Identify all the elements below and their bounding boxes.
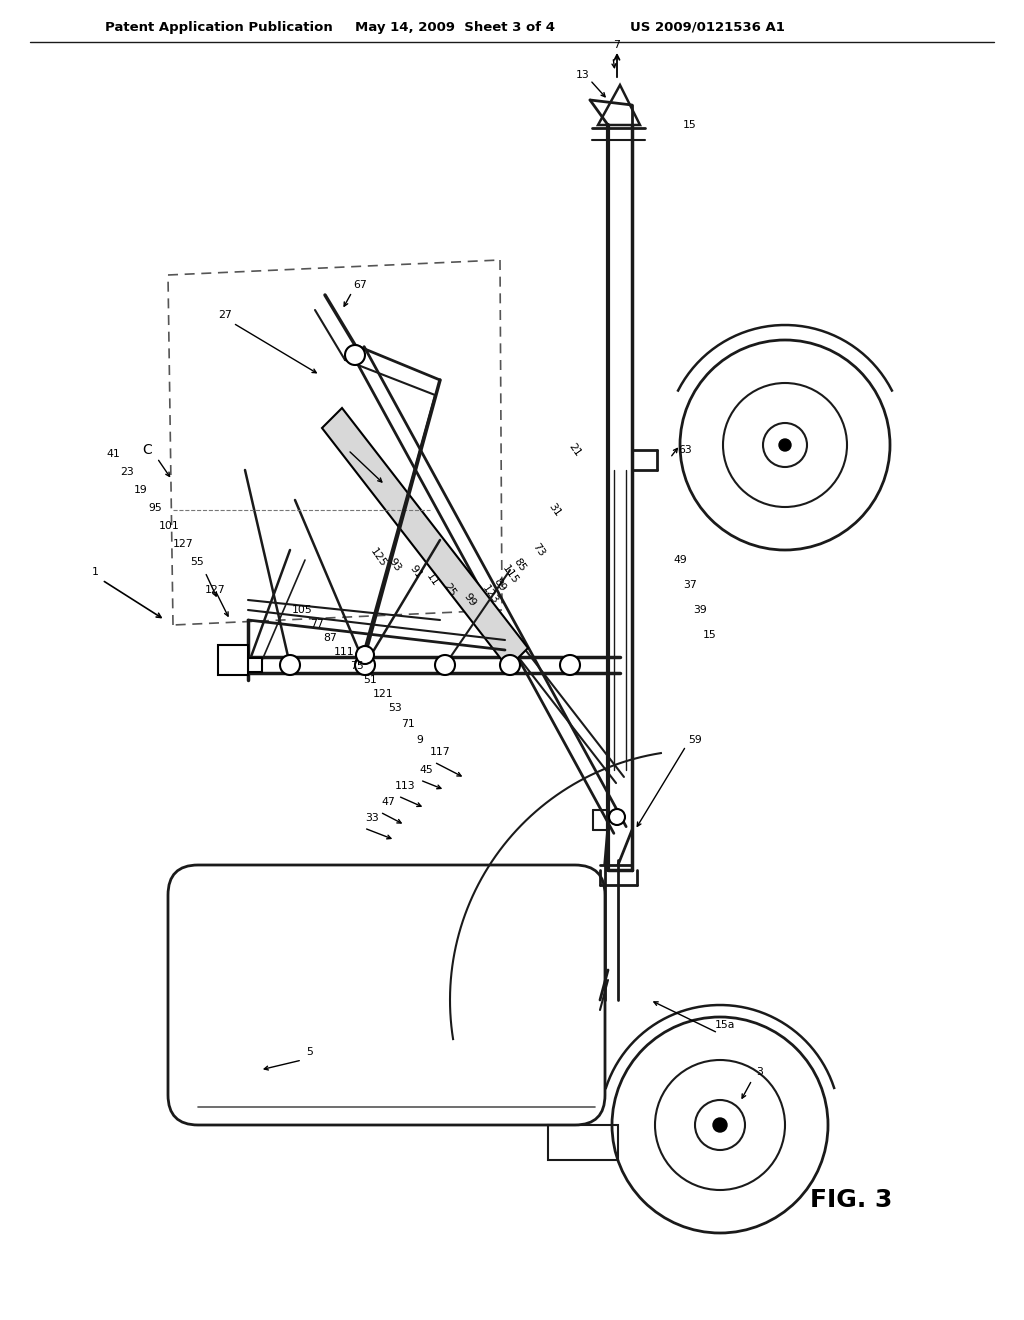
Text: 95: 95 [148,503,162,513]
Circle shape [435,655,455,675]
Circle shape [356,645,374,664]
Circle shape [345,345,365,366]
Text: 25: 25 [442,582,458,598]
Text: 113: 113 [394,781,416,791]
Text: 127: 127 [173,539,194,549]
Text: 39: 39 [693,605,707,615]
Text: 77: 77 [310,619,324,630]
Bar [218,645,248,675]
Text: 115: 115 [500,564,520,586]
Text: 37: 37 [683,579,697,590]
Text: FIG. 3: FIG. 3 [810,1188,892,1212]
Circle shape [713,1118,727,1133]
Text: Patent Application Publication: Patent Application Publication [105,21,333,33]
Text: 55: 55 [190,557,204,568]
Text: 123: 123 [480,583,500,606]
Text: 19: 19 [134,484,147,495]
Text: 1: 1 [91,568,98,577]
Text: 63: 63 [678,445,692,455]
Circle shape [779,440,791,451]
Circle shape [500,655,520,675]
Text: 71: 71 [401,719,415,729]
Text: 31: 31 [547,502,563,519]
Text: 91: 91 [408,564,424,581]
Text: 59: 59 [688,735,701,744]
Text: 45: 45 [419,766,433,775]
Text: 15: 15 [703,630,717,640]
Text: 89: 89 [492,577,508,594]
Text: 85: 85 [512,557,528,573]
Text: 127: 127 [205,585,225,595]
Circle shape [355,655,375,675]
Text: 33: 33 [366,813,379,822]
Text: C: C [142,444,152,457]
Bar [248,657,262,672]
Text: US 2009/0121536 A1: US 2009/0121536 A1 [630,21,784,33]
Text: 7: 7 [613,40,621,50]
Text: 53: 53 [388,704,401,713]
Bar [548,1125,618,1160]
Text: 73: 73 [530,541,546,558]
Text: 117: 117 [430,747,451,756]
Text: 27: 27 [218,310,231,319]
Text: 99: 99 [462,591,478,609]
Text: 41: 41 [106,449,120,459]
Text: 9: 9 [417,735,424,744]
Circle shape [609,809,625,825]
Text: 93: 93 [387,557,403,573]
Text: 101: 101 [159,521,179,531]
Text: 21: 21 [567,441,583,458]
Text: 75: 75 [350,661,364,671]
Text: 125: 125 [368,546,388,569]
Text: 23: 23 [120,467,134,477]
Text: 15: 15 [683,120,697,129]
Text: 13: 13 [577,70,590,81]
Text: 105: 105 [292,605,312,615]
Circle shape [560,655,580,675]
Text: 111: 111 [334,647,354,657]
Text: 47: 47 [381,797,395,807]
Text: 15a: 15a [715,1020,735,1030]
Polygon shape [322,408,528,668]
Text: 5: 5 [306,1047,313,1057]
Text: 67: 67 [353,280,367,290]
Text: 121: 121 [373,689,393,700]
Text: 11: 11 [424,572,440,589]
Text: 51: 51 [364,675,377,685]
Text: 49: 49 [673,554,687,565]
Text: 87: 87 [324,634,337,643]
Circle shape [280,655,300,675]
Text: 3: 3 [757,1067,764,1077]
Text: May 14, 2009  Sheet 3 of 4: May 14, 2009 Sheet 3 of 4 [355,21,555,33]
